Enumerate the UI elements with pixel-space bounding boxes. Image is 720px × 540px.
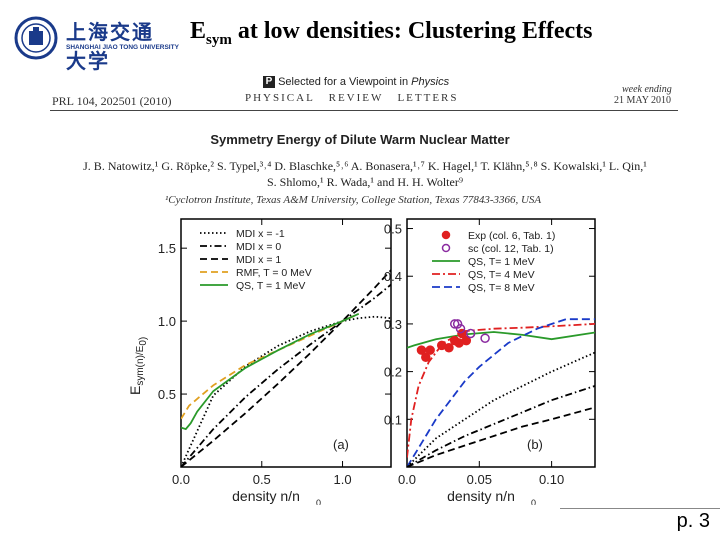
series-line-qs-t-8-mev bbox=[407, 318, 595, 467]
page-number: p. 3 bbox=[676, 510, 710, 532]
series-line-mdi-x-1 bbox=[181, 315, 391, 467]
y-axis-label: Esym(n)/E0) bbox=[127, 337, 149, 395]
university-logo: 上海交通大学 SHANGHAI JIAO TONG UNIVERSITY bbox=[14, 14, 179, 73]
paper-affiliation: ¹Cyclotron Institute, Texas A&M Universi… bbox=[165, 194, 542, 206]
x-tick-label: 0.0 bbox=[398, 472, 416, 487]
x-tick-label: 0.0 bbox=[172, 472, 190, 487]
x-tick-label: 0.10 bbox=[539, 472, 564, 487]
legend-label: QS, T= 8 MeV bbox=[468, 282, 535, 294]
title-e: E bbox=[190, 18, 207, 44]
series-line-qs-t-1-mev bbox=[407, 331, 595, 349]
x-tick-label: 0.05 bbox=[467, 472, 492, 487]
slide-title: Esym at low densities: Clustering Effect… bbox=[190, 18, 592, 49]
legend-label: MDI x = 1 bbox=[236, 254, 281, 266]
data-point-sc-col-12-tab-1 bbox=[455, 323, 466, 334]
legend-label: sc (col. 12, Tab. 1) bbox=[468, 243, 554, 255]
series-line-mdi-x-1 bbox=[181, 269, 391, 467]
data-point-sc-col-12-tab-1 bbox=[465, 328, 476, 339]
title-rest: at low densities: Clustering Effects bbox=[231, 18, 593, 44]
legend-label: Exp (col. 6, Tab. 1) bbox=[468, 230, 555, 242]
authors-line-2: S. Shlomo,¹ R. Wada,¹ and H. H. Wolter⁹ bbox=[267, 175, 463, 189]
legend-marker bbox=[441, 243, 451, 253]
x-axis-label: density n/n bbox=[447, 488, 515, 504]
series-line-rmf-t-0-mev bbox=[181, 312, 360, 420]
series-line-qs-t-1-mev bbox=[181, 312, 360, 431]
y-tick-label: 0.4 bbox=[384, 269, 402, 284]
data-point-sc-col-12-tab-1 bbox=[449, 319, 460, 329]
y-tick-label: 1.5 bbox=[158, 241, 176, 256]
viewpoint-journal: Physics bbox=[411, 76, 450, 88]
y-tick-label: 0.1 bbox=[384, 412, 402, 427]
week-date: 21 MAY 2010 bbox=[614, 95, 672, 106]
x-tick-label: 0.5 bbox=[253, 472, 271, 487]
journal-ref: PRL 104, 202501 (2010) bbox=[52, 94, 172, 108]
paper-authors: J. B. Natowitz,¹ G. Röpke,² S. Typel,³˒⁴… bbox=[55, 158, 675, 190]
panel-b: 0.0 0.05 0.10 0.1 0.2 0.3 0.4 0.5 Exp (col. 6, T… bbox=[384, 219, 595, 505]
legend-label: QS, T = 1 MeV bbox=[236, 280, 305, 292]
x-axis-label: density n/n bbox=[232, 488, 300, 504]
series-line-mdi-x-0 bbox=[407, 385, 595, 467]
legend-label: MDI x = 0 bbox=[236, 241, 281, 253]
series-line-mdi-x-1 bbox=[407, 351, 595, 467]
logo-chinese-name: 上海交通大学 bbox=[66, 20, 154, 73]
legend-label: QS, T= 4 MeV bbox=[468, 269, 535, 281]
y-tick-label: 0.5 bbox=[158, 387, 176, 402]
data-point-sc-col-12-tab-1 bbox=[480, 333, 490, 343]
legend: Exp (col. 6, Tab. 1)sc (col. 12, Tab. 1)… bbox=[432, 230, 555, 294]
y-tick-label: 0.5 bbox=[384, 222, 402, 237]
week-label: week ending bbox=[622, 84, 672, 95]
authors-line-1: J. B. Natowitz,¹ G. Röpke,² S. Typel,³˒⁴… bbox=[83, 159, 647, 173]
journal-name: PHYSICAL REVIEW LETTERS bbox=[245, 92, 459, 104]
physics-p-icon: P bbox=[263, 76, 275, 89]
x-axis-label-subscript: 0 bbox=[316, 498, 321, 505]
y-tick-label: 1.0 bbox=[158, 314, 176, 329]
y-tick-label: 0.3 bbox=[384, 317, 402, 332]
data-point-sc-col-12-tab-1 bbox=[452, 319, 463, 329]
header-rule bbox=[50, 110, 678, 111]
university-seal-icon bbox=[14, 16, 58, 60]
panel-label: (a) bbox=[333, 437, 349, 452]
logo-english-name: SHANGHAI JIAO TONG UNIVERSITY bbox=[66, 44, 179, 51]
data-point-exp-col-6-tab-1 bbox=[425, 345, 435, 355]
legend-label: MDI x = -1 bbox=[236, 228, 285, 240]
legend-marker bbox=[441, 230, 451, 240]
series-line-mdi-x-1 bbox=[407, 406, 595, 467]
viewpoint-text: Selected for a Viewpoint in bbox=[278, 76, 412, 88]
title-sym-subscript: sym bbox=[206, 31, 232, 48]
series-line-mdi-x-0 bbox=[181, 283, 391, 467]
paper-title: Symmetry Energy of Dilute Warm Nuclear M… bbox=[210, 132, 510, 147]
data-point-exp-col-6-tab-1 bbox=[421, 352, 431, 363]
data-point-exp-col-6-tab-1 bbox=[461, 335, 472, 346]
footer-rule bbox=[560, 508, 720, 509]
x-axis-label-subscript: 0 bbox=[531, 498, 536, 505]
x-tick-label: 1.0 bbox=[333, 472, 351, 487]
data-point-exp-col-6-tab-1 bbox=[444, 343, 454, 353]
legend-label: QS, T= 1 MeV bbox=[468, 256, 535, 268]
viewpoint-badge: P Selected for a Viewpoint in Physics bbox=[263, 76, 450, 89]
y-tick-label: 0.2 bbox=[384, 365, 402, 380]
legend-label: RMF, T = 0 MeV bbox=[236, 267, 312, 279]
panel-label: (b) bbox=[527, 437, 543, 452]
